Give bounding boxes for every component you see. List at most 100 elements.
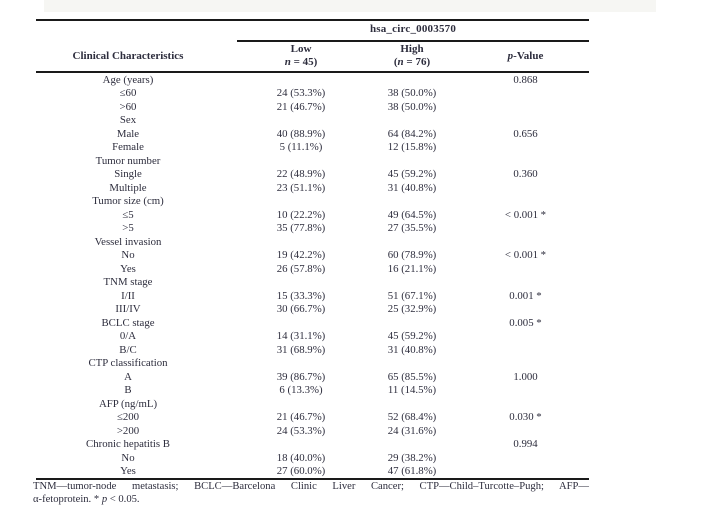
header-low-column: Low n = 45) (240, 43, 362, 68)
cell-high: 24 (31.6%) (387, 424, 437, 437)
row-label: Vessel invasion (94, 235, 162, 248)
row-label: >5 (122, 222, 134, 235)
cell-low: 21 (46.7%) (276, 100, 326, 113)
cell-low: 22 (48.9%) (276, 168, 326, 181)
row-label: Female (112, 141, 144, 154)
header-high-n: (n = 76) (393, 55, 431, 68)
cell-low: 30 (66.7%) (276, 303, 326, 316)
cell-p: < 0.001 * (504, 208, 547, 221)
row-label: ≤200 (116, 411, 140, 424)
cell-high: 49 (64.5%) (387, 208, 437, 221)
table-row: Female 5 (11.1%) 12 (15.8%) (36, 141, 589, 155)
table-row: CTP classification (36, 357, 589, 371)
cell-p: < 0.001 * (504, 249, 547, 262)
cell-high: 38 (50.0%) (387, 87, 437, 100)
table-body: Age (years) 0.868 ≤60 24 (53.3%) 38 (50.… (36, 73, 589, 478)
table-row: Yes 26 (57.8%) 16 (21.1%) (36, 262, 589, 276)
table-row: BCLC stage 0.005 * (36, 316, 589, 330)
cell-high: 64 (84.2%) (387, 127, 437, 140)
row-label: Sex (119, 114, 137, 127)
table-row: I/II 15 (33.3%) 51 (67.1%) 0.001 * (36, 289, 589, 303)
table-row: Yes 27 (60.0%) 47 (61.8%) (36, 465, 589, 479)
cell-low: 6 (13.3%) (279, 384, 323, 397)
cell-low: 26 (57.8%) (276, 262, 326, 275)
header-low-n: n = 45) (284, 55, 318, 68)
row-label: B/C (119, 343, 137, 356)
cell-low: 27 (60.0%) (276, 465, 326, 478)
row-label: Tumor number (95, 154, 161, 167)
row-label: Yes (120, 262, 136, 275)
row-label: ≤60 (119, 87, 137, 100)
table-row: III/IV 30 (66.7%) 25 (32.9%) (36, 303, 589, 317)
cell-low: 5 (11.1%) (279, 141, 323, 154)
row-label: Single (114, 168, 142, 181)
table-row: No 19 (42.2%) 60 (78.9%) < 0.001 * (36, 249, 589, 263)
row-label: Multiple (109, 181, 147, 194)
row-label: >200 (116, 424, 140, 437)
cell-low: 35 (77.8%) (276, 222, 326, 235)
row-label: III/IV (115, 303, 141, 316)
cell-low: 23 (51.1%) (276, 181, 326, 194)
table-row: 0/A 14 (31.1%) 45 (59.2%) (36, 330, 589, 344)
cell-p: 0.030 * (509, 411, 542, 424)
span-column-header: hsa_circ_0003570 (369, 23, 457, 35)
cell-low: 10 (22.2%) (276, 208, 326, 221)
row-label: Male (116, 127, 140, 140)
row-label: Age (years) (102, 73, 154, 86)
table-row: Male 40 (88.9%) 64 (84.2%) 0.656 (36, 127, 589, 141)
table-row: Age (years) 0.868 (36, 73, 589, 87)
row-label: TNM stage (103, 276, 153, 289)
header-bottom-rule (36, 71, 589, 73)
cell-high: 65 (85.5%) (387, 370, 437, 383)
table-row: No 18 (40.0%) 29 (38.2%) (36, 451, 589, 465)
cell-low: 18 (40.0%) (276, 451, 326, 464)
row-label: ≤5 (122, 208, 134, 221)
table-row: AFP (ng/mL) (36, 397, 589, 411)
cell-low: 24 (53.3%) (276, 87, 326, 100)
header-high-label: High (400, 43, 424, 55)
cell-p: 0.360 (513, 168, 538, 181)
cell-high: 25 (32.9%) (387, 303, 437, 316)
row-label: No (121, 451, 135, 464)
cell-low: 19 (42.2%) (276, 249, 326, 262)
cell-high: 47 (61.8%) (387, 465, 437, 478)
table-header-row: Clinical Characteristics Low n = 45) Hig… (36, 42, 589, 69)
table-row: >200 24 (53.3%) 24 (31.6%) (36, 424, 589, 438)
row-label: Yes (120, 465, 136, 478)
table-row: >60 21 (46.7%) 38 (50.0%) (36, 100, 589, 114)
cell-high: 60 (78.9%) (387, 249, 437, 262)
cell-high: 45 (59.2%) (387, 168, 437, 181)
footnote-line-1: TNM—tumor-node metastasis; BCLC—Barcelon… (33, 481, 589, 492)
row-label: >60 (119, 100, 137, 113)
cell-high: 11 (14.5%) (387, 384, 437, 397)
cell-p: 1.000 (513, 370, 538, 383)
row-label: No (121, 249, 135, 262)
cell-high: 31 (40.8%) (387, 181, 437, 194)
table-row: B 6 (13.3%) 11 (14.5%) (36, 384, 589, 398)
table-row: ≤60 24 (53.3%) 38 (50.0%) (36, 87, 589, 101)
table-row: Multiple 23 (51.1%) 31 (40.8%) (36, 181, 589, 195)
cell-low: 24 (53.3%) (276, 424, 326, 437)
cell-high: 12 (15.8%) (387, 141, 437, 154)
cell-high: 45 (59.2%) (387, 330, 437, 343)
header-low-label: Low (290, 43, 312, 55)
cell-p: 0.005 * (509, 316, 542, 329)
row-label: AFP (ng/mL) (98, 397, 158, 410)
cell-high: 16 (21.1%) (387, 262, 437, 275)
header-high-column: High (n = 76) (362, 43, 462, 68)
footnote-line-2: α-fetoprotein. * p < 0.05. (33, 494, 140, 505)
row-label: I/II (121, 289, 135, 302)
table-row: Tumor number (36, 154, 589, 168)
table-row: Single 22 (48.9%) 45 (59.2%) 0.360 (36, 168, 589, 182)
cell-low: 15 (33.3%) (276, 289, 326, 302)
cell-high: 29 (38.2%) (387, 451, 437, 464)
cell-high: 38 (50.0%) (387, 100, 437, 113)
cell-high: 27 (35.5%) (387, 222, 437, 235)
table-row: ≤5 10 (22.2%) 49 (64.5%) < 0.001 * (36, 208, 589, 222)
row-label: A (124, 370, 132, 383)
cell-low: 14 (31.1%) (276, 330, 326, 343)
header-clinical-characteristics: Clinical Characteristics (72, 49, 184, 62)
cell-low: 39 (86.7%) (276, 370, 326, 383)
cell-low: 21 (46.7%) (276, 411, 326, 424)
